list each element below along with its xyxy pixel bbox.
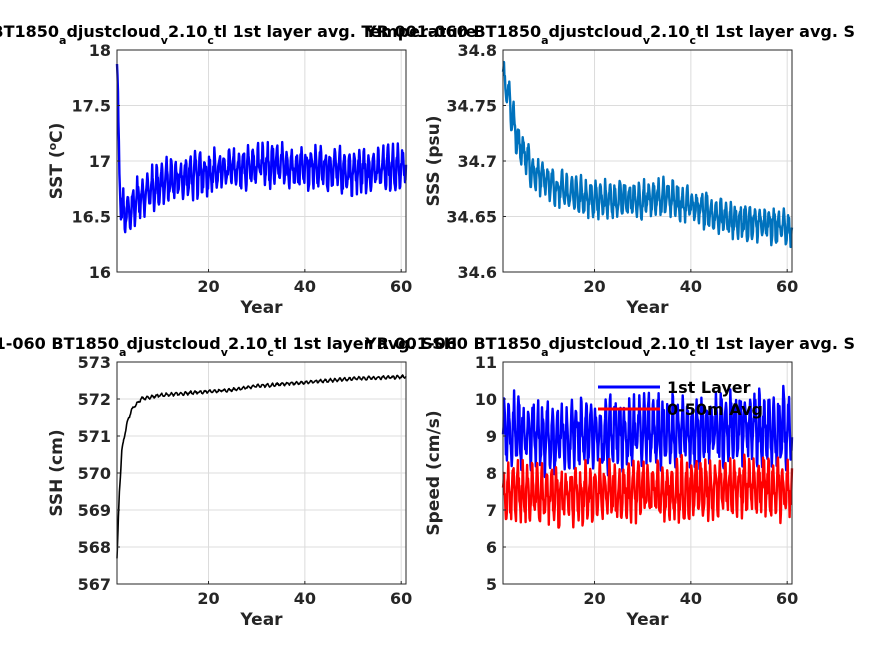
x-tick-label: 20 (583, 589, 605, 608)
y-tick-label: 17 (89, 152, 111, 171)
y-tick-label: 34.7 (458, 152, 497, 171)
x-tick-label: 40 (680, 589, 702, 608)
y-tick-label: 572 (78, 390, 111, 409)
y-tick-label: 16 (89, 263, 111, 282)
legend-label: 0-50m Avg (667, 400, 763, 419)
x-tick-label: 60 (776, 277, 798, 296)
x-tick-label: 60 (776, 589, 798, 608)
y-axis-label: Speed (cm/s) (424, 410, 444, 535)
legend-label: 1st Layer (667, 378, 751, 397)
x-tick-label: 20 (197, 277, 219, 296)
subplot-3: 20 40 60 567 568 569 570 571 572 573 Year SSH (cm) Y… (0, 334, 457, 630)
x-tick-label: 20 (583, 277, 605, 296)
y-tick-label: 570 (78, 464, 111, 483)
chart-title: YR 001-060 BT1850adjustcloudv2.10ctl 1st… (364, 334, 855, 359)
x-tick-label: 40 (294, 589, 316, 608)
y-tick-label: 16.5 (72, 208, 111, 227)
x-axis-label: Year (625, 298, 669, 318)
y-tick-label: 34.75 (446, 97, 497, 116)
y-tick-label: 34.8 (458, 41, 497, 60)
y-tick-label: 567 (78, 575, 111, 594)
chart-title: YR 001-060 BT1850adjustcloudv2.10ctl 1st… (0, 334, 457, 359)
x-axis-label: Year (625, 610, 669, 630)
series-line-1 (501, 384, 794, 479)
x-tick-label: 40 (680, 277, 702, 296)
y-tick-label: 10 (475, 390, 497, 409)
series-line-2 (501, 453, 794, 529)
series-line-1 (116, 374, 407, 559)
series-line-1 (501, 60, 794, 249)
y-tick-label: 34.65 (446, 208, 497, 227)
subplot-1: 20 40 60 16 16.5 17 17.5 18 Year SST (oC) 01-060 B… (0, 22, 477, 318)
x-tick-label: 60 (390, 277, 412, 296)
x-axis-label: Year (239, 610, 283, 630)
y-tick-label: 34.6 (458, 263, 497, 282)
y-tick-label: 573 (78, 353, 111, 372)
subplot-2: 20 40 60 34.6 34.65 34.7 34.75 34.8 Year SSS (psu… (364, 22, 855, 318)
y-tick-label: 569 (78, 501, 111, 520)
y-tick-label: 18 (89, 41, 111, 60)
y-tick-label: 571 (78, 427, 111, 446)
legend: 1st Layer 0-50m Avg (598, 378, 763, 419)
x-tick-label: 40 (294, 277, 316, 296)
y-tick-label: 568 (78, 538, 111, 557)
y-axis-label: SSH (cm) (47, 429, 67, 516)
y-tick-label: 6 (486, 538, 497, 557)
series-line-1 (115, 63, 408, 234)
y-axis-label: SST (oC) (46, 123, 68, 200)
chart-title: 01-060 BT1850adjustcloudv2.10ctl 1st lay… (0, 22, 477, 47)
chart-title: YR 001-060 BT1850adjustcloudv2.10ctl 1st… (364, 22, 855, 47)
y-tick-label: 9 (486, 427, 497, 446)
y-tick-label: 7 (486, 501, 497, 520)
x-tick-label: 60 (390, 589, 412, 608)
x-tick-label: 20 (197, 589, 219, 608)
y-axis-label: SSS (psu) (424, 115, 444, 206)
subplot-4: 20 40 60 5 6 7 8 9 10 11 Year Speed (cm/s) YR 001-06… (364, 334, 855, 630)
y-tick-label: 17.5 (72, 97, 111, 116)
y-tick-label: 8 (486, 464, 497, 483)
y-tick-label: 5 (486, 575, 497, 594)
y-tick-label: 11 (475, 353, 497, 372)
x-axis-label: Year (239, 298, 283, 318)
